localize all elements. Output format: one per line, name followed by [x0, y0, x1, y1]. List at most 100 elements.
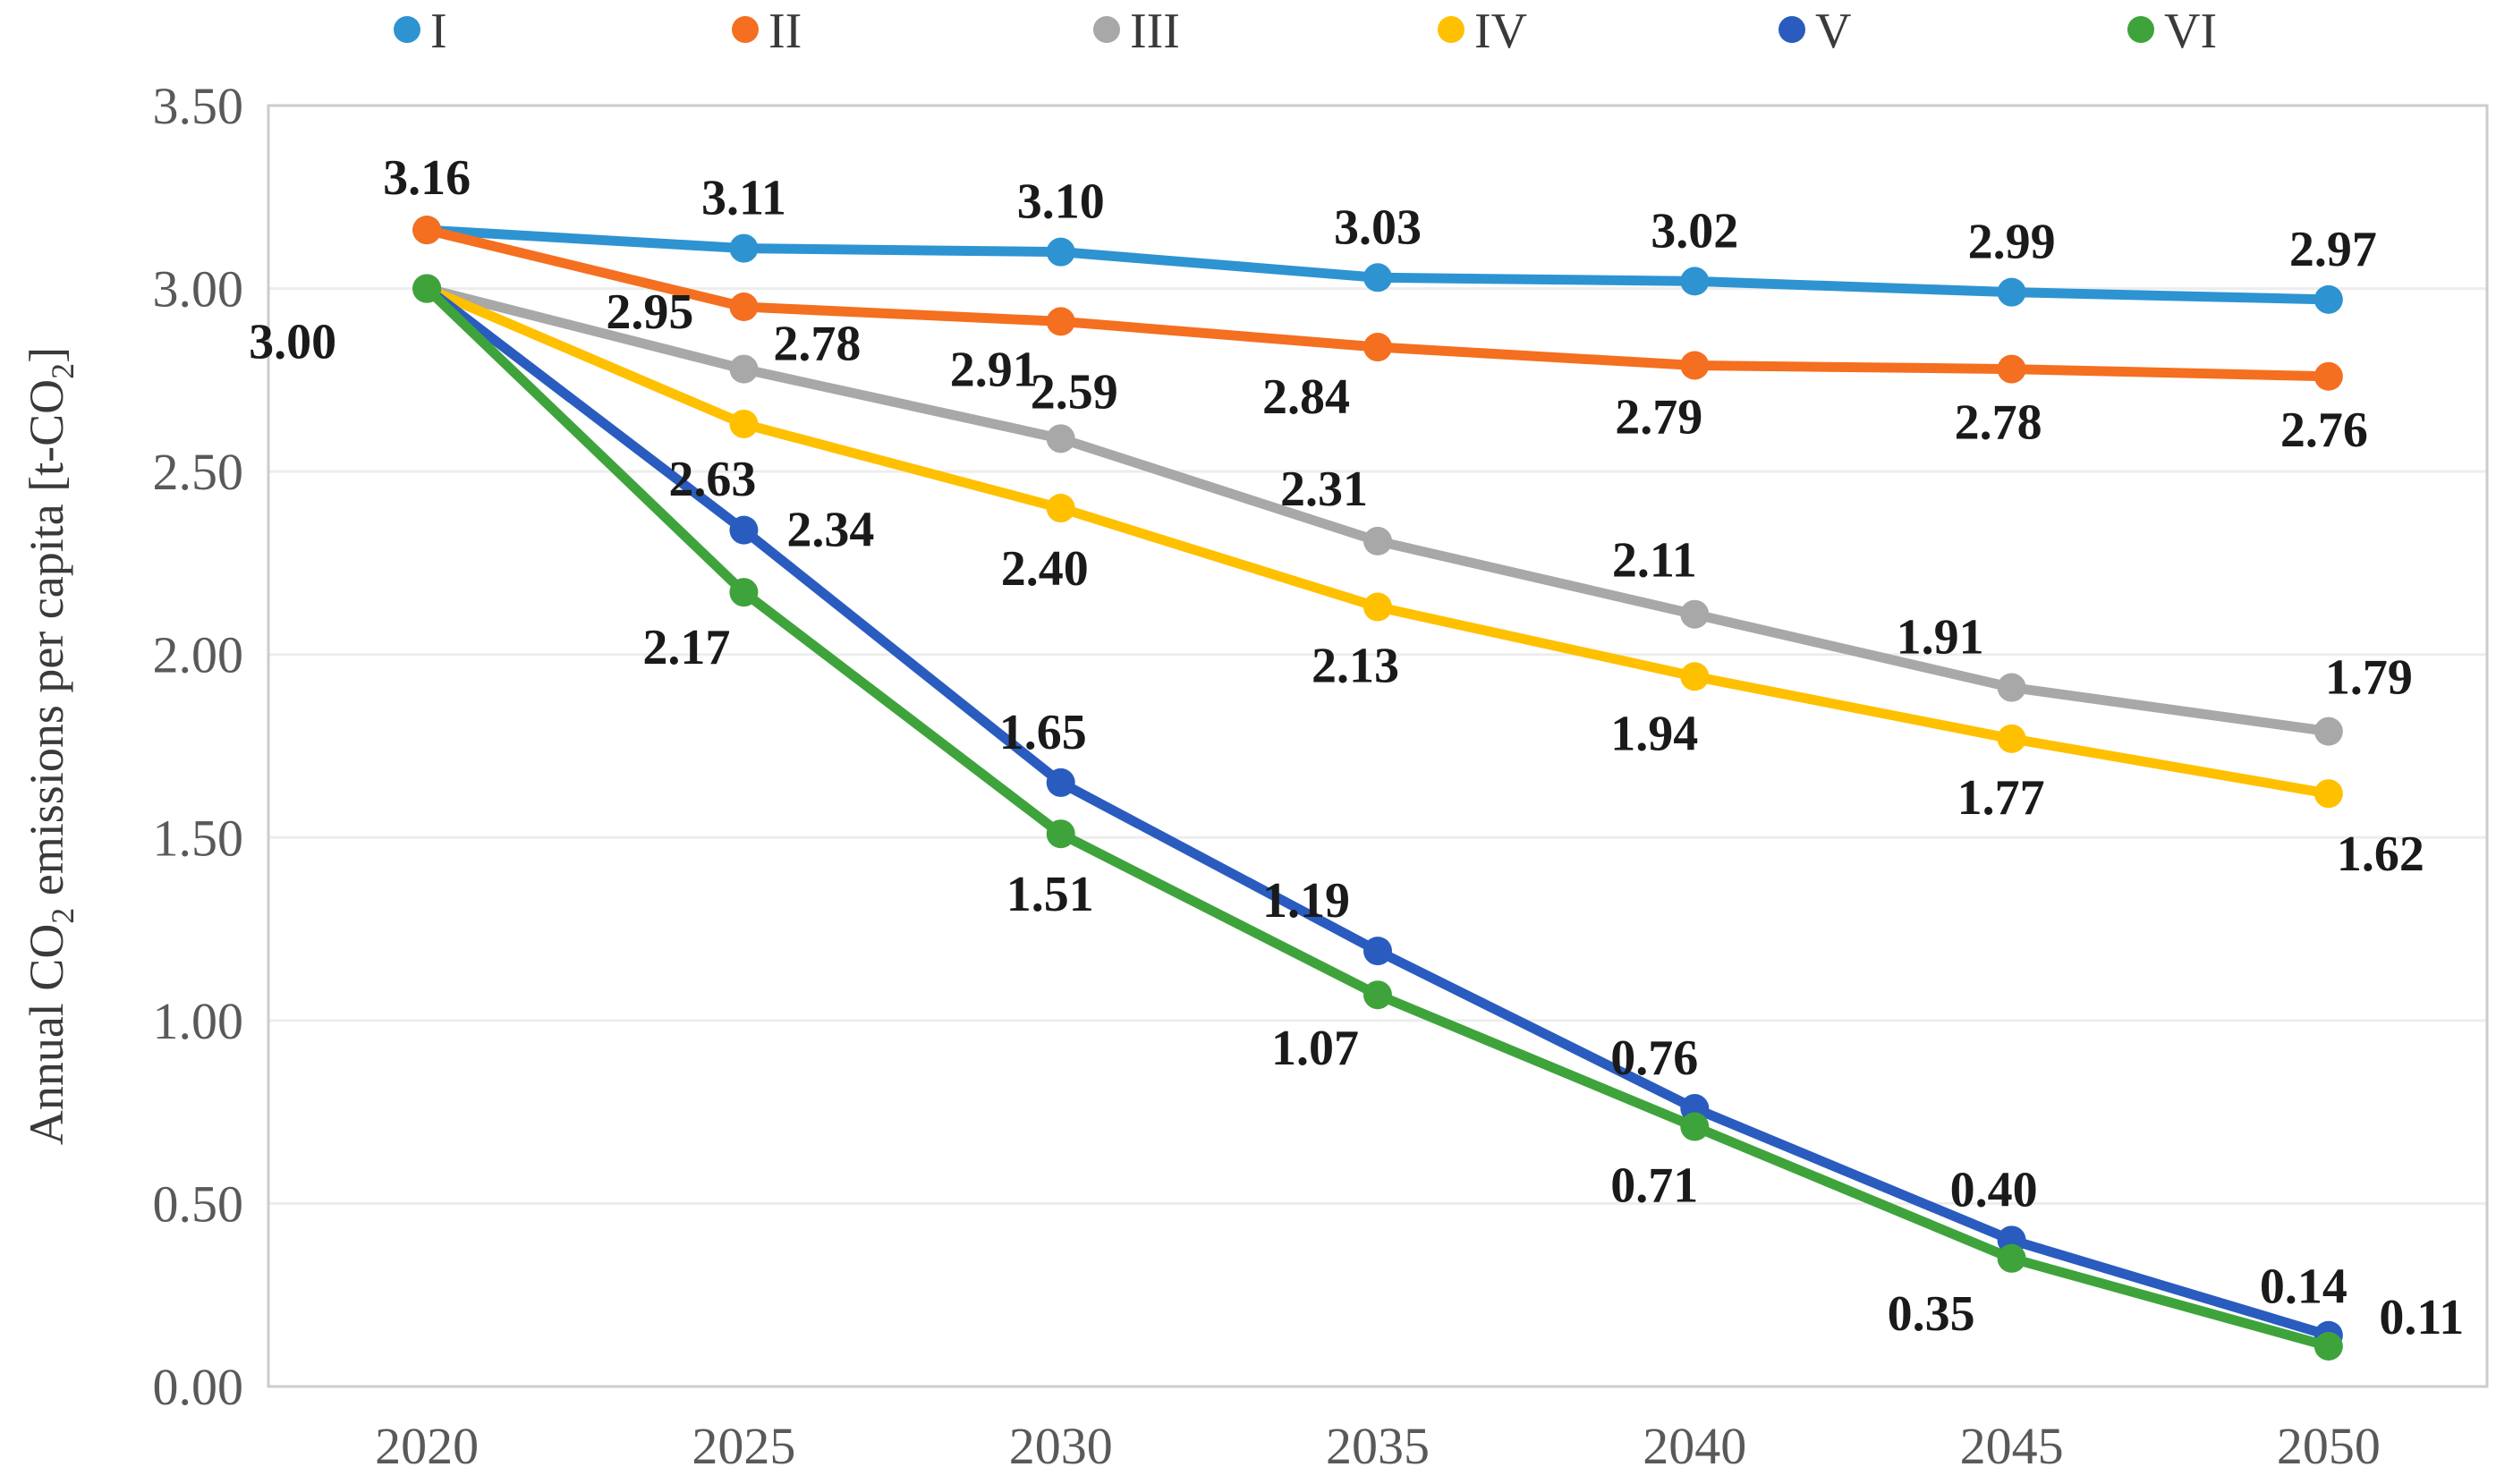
point-label-III-2040: 2.11	[1612, 533, 1697, 589]
point-label-IV-2030: 2.40	[1001, 541, 1089, 597]
point-V-2035	[1363, 937, 1392, 966]
point-label-III-2035: 2.31	[1280, 462, 1368, 517]
plot-area-border	[267, 104, 2489, 1388]
point-label-II-2035: 2.84	[1262, 369, 1350, 425]
point-VI-2030	[1046, 819, 1075, 849]
point-label-VI-2040: 0.71	[1610, 1158, 1698, 1214]
legend-item-III: III	[1093, 4, 1180, 59]
y-tick-label-1.00: 1.00	[153, 992, 244, 1050]
point-V-2025	[729, 515, 759, 545]
y-tick-label-2.00: 2.00	[153, 626, 244, 684]
legend-item-IV: IV	[1438, 4, 1527, 59]
legend-dot-IV	[1438, 16, 1464, 43]
point-label-II-2040: 2.79	[1615, 389, 1702, 445]
x-tick-label-2020: 2020	[375, 1417, 479, 1475]
x-tick-label-2045: 2045	[1960, 1417, 2064, 1475]
point-label-V-2040: 0.76	[1610, 1030, 1698, 1086]
point-II-2020	[412, 216, 442, 245]
y-tick-label-0.00: 0.00	[153, 1358, 244, 1416]
legend-label-I: I	[430, 4, 447, 59]
point-VI-2045	[1997, 1243, 2026, 1273]
x-tick-label-2025: 2025	[692, 1417, 795, 1475]
legend-dot-VI	[2127, 16, 2154, 43]
point-label-IV-2050: 1.62	[2337, 827, 2424, 882]
point-label-I-2045: 2.99	[1968, 215, 2056, 270]
legend-item-VI: VI	[2127, 4, 2217, 59]
point-IV-2035	[1363, 592, 1392, 622]
point-VI-2035	[1363, 980, 1392, 1010]
point-III-2030	[1046, 424, 1075, 454]
legend-label-II: II	[768, 4, 802, 59]
point-label-VI-2030: 1.51	[1006, 867, 1094, 922]
point-label-II-2045: 2.78	[1955, 395, 2042, 451]
legend-label-IV: IV	[1474, 4, 1527, 59]
point-label-V-2045: 0.40	[1950, 1162, 2038, 1217]
point-III-2040	[1680, 599, 1710, 629]
point-label-I-2030: 3.10	[1017, 174, 1105, 230]
y-axis-title: Annual CO2 emissions per capita [t-CO2]	[20, 347, 81, 1145]
point-I-2035	[1363, 263, 1392, 293]
point-label-II-2025: 2.95	[606, 284, 693, 340]
point-label-IV-2025: 2.63	[668, 452, 756, 507]
point-label-V-2050: 0.14	[2260, 1259, 2347, 1315]
y-tick-label-2.50: 2.50	[153, 443, 244, 501]
point-label-I-2025: 3.11	[701, 171, 786, 226]
point-III-2025	[729, 354, 759, 384]
point-IV-2040	[1680, 662, 1710, 691]
legend-dot-III	[1093, 16, 1120, 43]
point-III-2045	[1997, 673, 2026, 702]
point-I-2025	[729, 233, 759, 263]
point-label-I-2050: 2.97	[2289, 222, 2377, 277]
y-tick-label-3.00: 3.00	[153, 260, 244, 318]
point-label-III-2025: 2.78	[773, 317, 861, 372]
point-label-III-2050: 1.79	[2325, 650, 2413, 706]
legend-item-II: II	[732, 4, 802, 59]
legend-label-VI: VI	[2164, 4, 2217, 59]
point-label-IV-2035: 2.13	[1312, 639, 1399, 694]
point-II-2030	[1046, 307, 1075, 336]
point-III-2050	[2313, 717, 2343, 746]
legend-item-I: I	[394, 4, 447, 59]
y-tick-label-0.50: 0.50	[153, 1174, 244, 1233]
point-I-2030	[1046, 237, 1075, 267]
point-label-IV-2040: 1.94	[1610, 706, 1698, 761]
legend-item-V: V	[1779, 4, 1851, 59]
y-axis-title-subscript: 2	[45, 908, 81, 924]
point-II-2050	[2313, 361, 2343, 391]
legend: I II III IV V VI	[394, 4, 2217, 59]
point-label-VI-2035: 1.07	[1271, 1021, 1359, 1076]
y-axis-title-part: Annual CO	[20, 924, 73, 1145]
point-II-2040	[1680, 351, 1710, 380]
point-II-2025	[729, 293, 759, 322]
y-axis-title-part: emissions per capita [t-CO	[20, 379, 73, 908]
point-label-V-2035: 1.19	[1262, 873, 1350, 929]
point-VI-2020	[412, 274, 442, 303]
y-tick-label-1.50: 1.50	[153, 809, 244, 867]
legend-dot-I	[394, 16, 420, 43]
y-axis-title-part: ]	[20, 347, 73, 363]
y-tick-label-3.50: 3.50	[153, 77, 244, 135]
point-label-V-2030: 1.65	[999, 705, 1087, 760]
x-tick-label-2035: 2035	[1326, 1417, 1430, 1475]
point-VI-2050	[2313, 1331, 2343, 1361]
point-IV-2030	[1046, 494, 1075, 523]
point-label-II-2030: 2.91	[950, 342, 1038, 397]
point-label-II-2050: 2.76	[2280, 403, 2368, 458]
point-label-III-2020: 3.00	[249, 315, 336, 370]
x-tick-label-2050: 2050	[2277, 1417, 2381, 1475]
point-label-II-2020: 3.16	[383, 150, 471, 206]
point-III-2035	[1363, 526, 1392, 555]
point-label-IV-2045: 1.77	[1957, 770, 2045, 826]
x-tick-label-2040: 2040	[1643, 1417, 1746, 1475]
point-I-2040	[1680, 267, 1710, 296]
point-label-VI-2050: 0.11	[2379, 1290, 2464, 1345]
x-tick-label-2030: 2030	[1009, 1417, 1113, 1475]
point-label-III-2030: 2.59	[1031, 364, 1118, 420]
point-VI-2040	[1680, 1112, 1710, 1141]
point-II-2045	[1997, 354, 2026, 384]
point-II-2035	[1363, 333, 1392, 362]
point-label-VI-2025: 2.17	[642, 620, 730, 675]
point-IV-2045	[1997, 724, 2026, 753]
